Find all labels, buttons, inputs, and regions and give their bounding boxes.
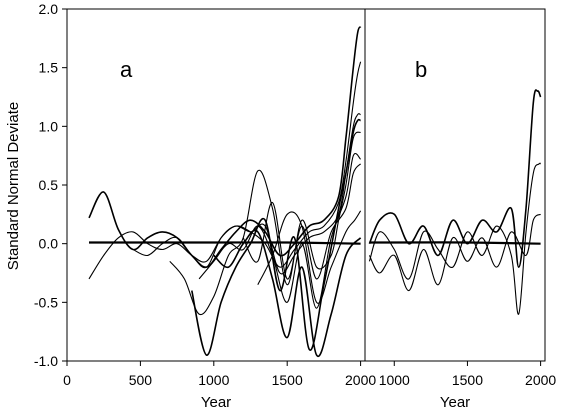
panel-a-series [88,26,362,358]
panel-b-x-ticks: 1000 1500 2000 [379,361,556,388]
panel-b-series [368,89,542,315]
panel-a-x-tick-label: 2000 [345,372,376,388]
panel-b-x-tick-label: 1500 [452,372,483,388]
panel-b-frame [364,8,546,362]
panel-a-series-line-7 [213,229,362,358]
panel-a-series-line-6 [198,152,361,309]
panel-b-x-tick-label: 1000 [379,372,410,388]
panel-a-x-tick-label: 1000 [198,372,229,388]
panel-a-series-line-4 [191,118,361,356]
panel-a-series-line-5 [169,131,361,316]
y-tick-label: -0.5 [34,294,58,310]
y-tick-label: 0.5 [39,177,59,193]
panel-a-series-line-2 [88,61,362,280]
panel-a-x-tick-label: 500 [129,372,153,388]
x-axis-label-a: Year [201,394,231,411]
y-tick-label: 2.0 [39,1,59,17]
y-axis-label: Standard Normal Deviate [5,102,22,270]
panel-a-x-ticks: 0 500 1000 1500 2000 [63,361,376,388]
panel-a-series-line-10 [89,241,361,245]
y-tick-label: 1.5 [39,60,59,76]
y-tick-label: 0.0 [39,236,59,252]
panel-b-series-line-2 [368,162,542,315]
panel-b-x-tick-label: 2000 [525,372,556,388]
panel-a-series-line-1 [88,26,362,268]
y-tick-label: 1.0 [39,118,59,134]
panel-a-letter: a [120,57,133,82]
panel-a: -1.0 -0.5 0.0 0.5 1.0 1.5 2.0 0 500 1000 1500 2000… [34,1,377,388]
panel-a-y-ticks: -1.0 -0.5 0.0 0.5 1.0 1.5 2.0 [34,1,67,369]
x-axis-label-b: Year [440,394,470,411]
panel-b-letter: b [415,57,427,82]
panel-b-series-line-4 [369,241,541,245]
panel-b: 1000 1500 2000 b [364,8,556,388]
panel-a-series-line-9 [242,163,362,280]
panel-b-series-line-3 [368,213,541,292]
panel-b-series-line-1 [368,89,542,268]
panel-a-x-tick-label: 0 [63,372,71,388]
panel-a-x-tick-label: 1500 [272,372,303,388]
y-tick-label: -1.0 [34,353,58,369]
